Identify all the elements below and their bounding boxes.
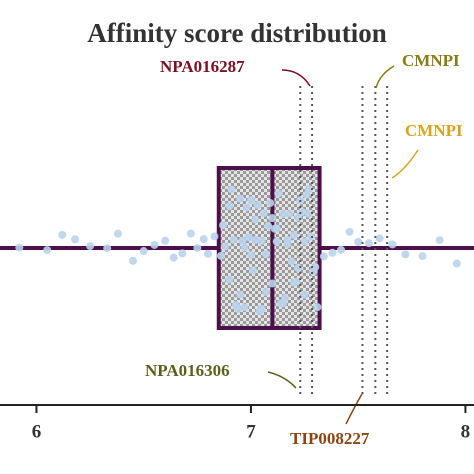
point [364,239,373,248]
arrow [281,69,311,87]
point [219,221,228,230]
point [345,227,354,236]
point [268,279,277,288]
point [246,250,255,259]
point [289,278,298,287]
point [304,185,313,194]
point [304,209,313,218]
point [246,196,255,205]
point [238,236,247,245]
arrow [375,65,395,89]
x-tick-label: 8 [461,421,471,442]
point [375,234,384,243]
point [287,257,296,266]
point [251,215,260,224]
reference-label: TIP008227 [290,429,370,448]
point [178,249,187,258]
point [452,259,461,268]
point [103,244,112,253]
point [71,235,80,244]
reference-label: CMNPI [402,51,460,70]
point [313,303,322,312]
point [337,245,346,254]
point [264,221,273,230]
point [234,305,243,314]
reference-label: NPA016306 [145,361,230,380]
point [139,247,148,256]
point [300,290,309,299]
point [199,234,208,243]
point [161,236,170,245]
point [251,236,260,245]
point [249,266,258,275]
point [43,246,52,255]
point [242,203,251,212]
point [266,198,275,207]
point [388,240,397,249]
point [300,237,309,246]
point [113,229,122,238]
point [227,185,236,194]
point [261,287,270,296]
point [150,240,159,249]
arrow [391,149,419,179]
point [418,252,427,261]
x-tick-label: 7 [246,421,256,442]
point [279,210,288,219]
point [225,201,234,210]
point [240,243,249,252]
point [285,209,294,218]
point [259,209,268,218]
point [204,249,213,258]
point [319,252,328,261]
point [294,213,303,222]
point [253,201,262,210]
point [229,235,238,244]
point [221,242,230,251]
point [240,303,249,312]
point [268,214,277,223]
point [86,242,95,251]
point [354,238,363,247]
point [274,189,283,198]
point [257,304,266,313]
x-tick-label: 6 [32,421,42,442]
point [279,299,288,308]
point [435,236,444,245]
point [289,231,298,240]
point [15,243,24,252]
point [236,290,245,299]
point [257,236,266,245]
point [401,250,410,259]
point [169,253,178,262]
point [244,233,253,242]
point [236,194,245,203]
point [128,256,137,265]
point [225,275,234,284]
point [328,248,337,257]
reference-label: CMNPI [405,121,463,140]
reference-label: NPA016287 [160,57,245,76]
point [193,243,202,252]
point [261,250,270,259]
point [210,232,219,241]
chart-title: Affinity score distribution [87,18,387,48]
point [272,237,281,246]
point [311,263,320,272]
point [216,251,225,260]
point [58,230,67,239]
point [272,224,281,233]
arrow [345,393,363,425]
arrow [267,371,297,389]
point [186,229,195,238]
point [283,236,292,245]
point [306,232,315,241]
point [294,263,303,272]
